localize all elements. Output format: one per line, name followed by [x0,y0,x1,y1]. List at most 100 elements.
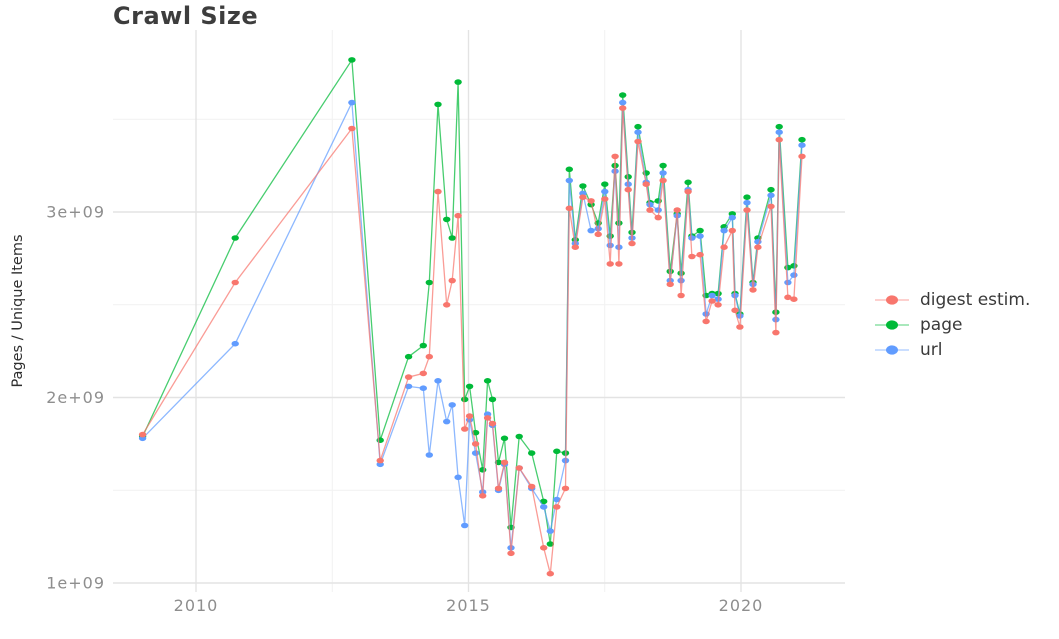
legend-label-page: page [920,314,963,335]
y-axis-title: Pages / Unique Items [10,234,26,387]
data-point [231,235,239,241]
data-point [565,205,573,212]
data-point [461,396,469,403]
data-point [642,181,650,187]
minor-gridlines [113,30,845,592]
data-point [425,279,433,286]
data-point [553,448,561,455]
data-point [138,431,147,438]
legend-key-page [875,319,909,330]
data-point [507,550,515,557]
series-line-url [142,100,803,548]
data-point [488,420,497,427]
legend: digest estim. page url [874,287,1030,362]
data-point [494,485,503,492]
data-point [231,340,239,347]
data-point [454,79,462,85]
data-point [606,242,614,249]
data-point [425,353,433,360]
data-point [684,188,692,195]
data-point [483,378,492,384]
x-tick-label: 2015 [446,596,491,615]
data-point [434,188,442,195]
data-point [784,294,792,301]
axis-tick-labels: 1e+09 2e+09 3e+09 2010 2015 2020 [46,203,764,616]
data-point [231,279,239,286]
data-point [798,142,806,148]
data-point [634,123,642,130]
legend-item-url: url [874,337,1030,362]
data-point [515,465,523,471]
data-point [601,196,609,202]
legend-item-page: page [874,312,1030,337]
data-point [790,272,798,278]
data-point [465,413,474,419]
data-point [684,179,692,186]
data-point [546,528,554,534]
data-point [654,207,662,213]
data-point [615,261,623,267]
x-tick-label: 2010 [174,596,219,615]
data-point [528,450,536,456]
data-point [767,186,775,193]
data-point [448,402,456,408]
data-point [634,129,642,135]
data-point [348,99,356,106]
data-point [443,418,451,425]
data-point [461,522,469,529]
data-point [720,244,728,250]
data-point [479,467,487,473]
data-point [515,433,523,440]
data-point [419,342,427,349]
data-point [696,233,704,239]
data-point [767,203,775,210]
data-point [594,231,602,238]
data-point [772,329,780,336]
data-point [348,57,356,63]
data-point [677,292,685,299]
y-tick-label: 2e+09 [46,388,105,407]
data-point [419,385,427,392]
data-point [619,99,627,106]
data-point [404,374,413,380]
data-point [743,207,751,213]
data-point [702,318,710,325]
data-point [579,194,587,200]
data-point [720,227,728,234]
x-tick-label: 2020 [719,596,764,615]
data-point [540,504,548,510]
data-point [465,383,474,390]
data-point [775,129,783,135]
data-point [587,198,595,204]
legend-key-digest-estim [875,294,909,305]
data-point [696,227,704,234]
data-point [624,186,632,193]
data-point [461,426,469,432]
data-point [743,199,751,206]
data-point [736,324,744,330]
data-point [540,545,548,551]
data-point [736,313,744,319]
data-point [443,302,451,308]
data-point [500,435,509,442]
data-point [479,493,487,499]
series-digest-estim [138,105,806,577]
data-point [611,153,619,160]
y-tick-label: 3e+09 [46,203,105,222]
data-point [646,207,654,213]
data-point [654,214,662,221]
series-line-digest-estim [142,108,803,574]
data-point [404,353,413,360]
data-point [434,101,442,108]
data-point [659,162,667,169]
data-point [628,240,636,247]
data-point [448,235,456,241]
data-point [565,177,573,184]
data-point [798,153,806,160]
data-point [553,496,561,503]
data-point [728,214,736,221]
data-point [376,457,384,464]
data-point [775,136,783,143]
legend-item-digest-estim: digest estim. [874,287,1030,312]
